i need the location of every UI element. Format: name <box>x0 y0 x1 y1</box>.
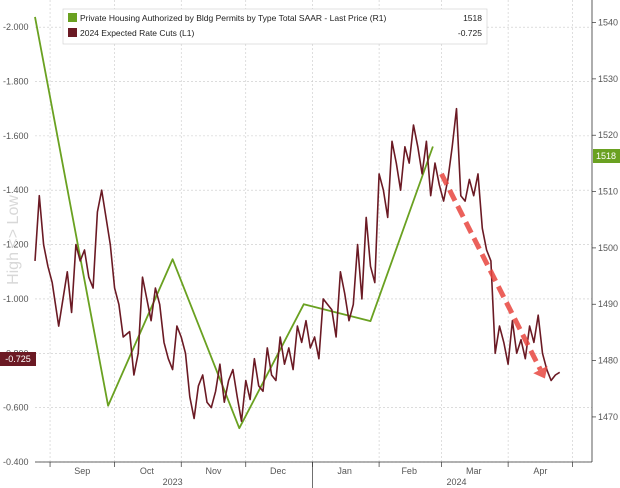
trend-arrow-shaft <box>439 172 543 371</box>
right-tick-label: 1480 <box>598 356 618 366</box>
left-tick-label: -1.200 <box>3 240 29 250</box>
x-tick-label: Mar <box>466 466 482 476</box>
legend-label-housing: Private Housing Authorized by Bldg Permi… <box>80 13 386 23</box>
right-tick-label: 1540 <box>598 18 618 28</box>
series-line-rate-cuts <box>34 107 561 423</box>
trend-arrow <box>439 172 548 379</box>
legend-swatch-rate-cuts <box>68 28 77 37</box>
x-year-label: 2023 <box>163 477 183 487</box>
left-tick-label: -1.400 <box>3 185 29 195</box>
legend-value-rate-cuts: -0.725 <box>458 28 482 38</box>
right-tick-label: 1510 <box>598 187 618 197</box>
right-axis: 1470 1480 1490 1500 1510 1520 1530 1540 <box>592 18 618 422</box>
right-tick-label: 1490 <box>598 299 618 309</box>
last-value-left: -0.725 <box>5 354 31 364</box>
x-year-label: 2024 <box>446 477 466 487</box>
series-layer <box>34 16 561 430</box>
legend-swatch-housing <box>68 13 77 22</box>
last-value-badge-right: 1518 <box>593 149 620 163</box>
legend-box <box>62 8 488 45</box>
left-tick-label: -0.600 <box>3 403 29 413</box>
x-tick-label: Nov <box>205 466 222 476</box>
right-tick-label: 1500 <box>598 243 618 253</box>
last-value-right: 1518 <box>596 151 616 161</box>
trend-arrow-head <box>533 365 548 379</box>
x-tick-label: Dec <box>270 466 287 476</box>
left-axis-label: High <> Low <box>5 195 22 285</box>
x-tick-label: Sep <box>74 466 90 476</box>
legend-value-housing: 1518 <box>463 13 482 23</box>
right-tick-label: 1530 <box>598 74 618 84</box>
right-tick-label: 1470 <box>598 412 618 422</box>
x-tick-label: Feb <box>401 466 417 476</box>
x-tick-label: Jan <box>337 466 352 476</box>
x-axis: Sep Oct Nov Dec Jan Feb Mar Apr 2023 2024 <box>49 462 573 488</box>
right-tick-label: 1520 <box>598 130 618 140</box>
left-tick-label: -1.800 <box>3 77 29 87</box>
left-tick-label: -1.000 <box>3 294 29 304</box>
left-tick-label: -0.400 <box>3 457 29 467</box>
series-line-housing <box>34 16 434 430</box>
left-tick-label: -2.000 <box>3 22 29 32</box>
legend: Private Housing Authorized by Bldg Permi… <box>62 8 488 45</box>
legend-label-rate-cuts: 2024 Expected Rate Cuts (L1) <box>80 28 195 38</box>
last-value-badge-left: -0.725 <box>0 352 36 366</box>
x-tick-label: Oct <box>140 466 155 476</box>
left-tick-label: -1.600 <box>3 131 29 141</box>
x-tick-label: Apr <box>533 466 547 476</box>
